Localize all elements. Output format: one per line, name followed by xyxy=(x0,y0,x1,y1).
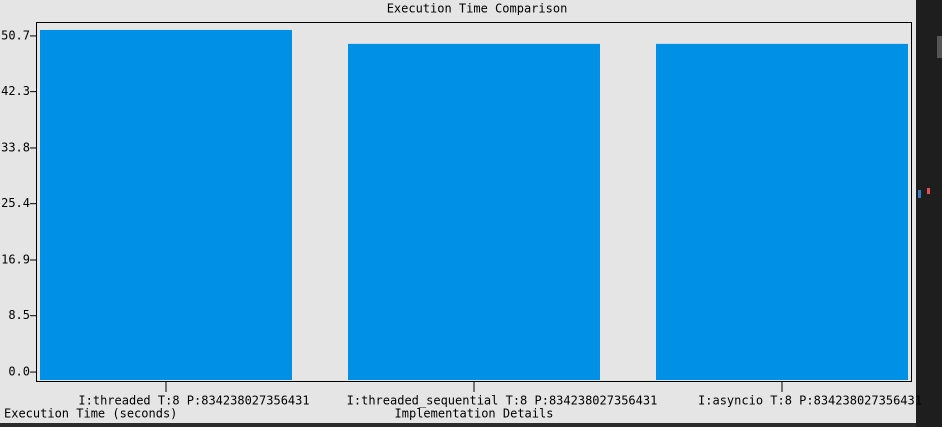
chart-title: Execution Time Comparison xyxy=(387,2,568,16)
bar xyxy=(40,29,292,380)
x-tick-label: I:threaded_sequential T:8 P:834238027356… xyxy=(347,394,658,408)
scroll-marker xyxy=(918,190,921,198)
y-tick-label: 0.0 xyxy=(8,365,30,379)
plot-frame xyxy=(36,22,912,382)
bar xyxy=(656,43,908,380)
scroll-marker xyxy=(927,188,930,194)
y-tick-label: 42.3 xyxy=(1,84,30,98)
x-tick-label: I:asyncio T:8 P:834238027356431 xyxy=(698,394,922,408)
y-tick-label: 16.9 xyxy=(1,253,30,267)
y-tick-label: 8.5 xyxy=(8,308,30,322)
scroll-marker xyxy=(937,36,942,58)
terminal-line xyxy=(0,423,916,427)
bar xyxy=(348,43,600,380)
x-axis-label: Implementation Details xyxy=(395,407,554,421)
y-axis-label: Execution Time (seconds) xyxy=(4,407,177,421)
y-tick-label: 33.8 xyxy=(1,140,30,154)
x-tick-label: I:threaded T:8 P:834238027356431 xyxy=(78,394,309,408)
y-tick-label: 50.7 xyxy=(1,28,30,42)
y-tick-label: 25.4 xyxy=(1,196,30,210)
